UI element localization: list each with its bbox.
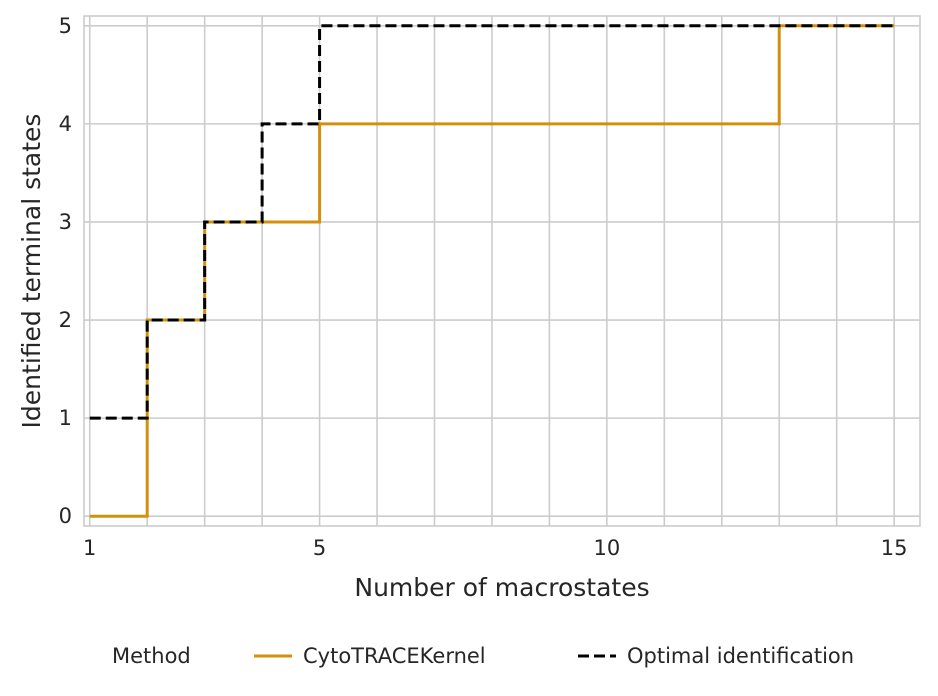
legend-title: Method [112, 644, 191, 668]
y-tick-label: 4 [59, 112, 72, 136]
plot-frame [83, 15, 921, 527]
legend: Method CytoTRACEKernel Optimal identific… [112, 644, 854, 668]
x-axis-label: Number of macrostates [354, 573, 649, 602]
x-tick-label: 10 [593, 536, 620, 560]
x-tick-label: 15 [881, 536, 908, 560]
y-tick-label: 5 [59, 14, 72, 38]
x-tick-labels: 1 5 10 15 [83, 536, 907, 560]
plot-background [84, 16, 920, 526]
series-lines [89, 24, 895, 518]
x-tick-label: 1 [83, 536, 96, 560]
y-tick-label: 2 [59, 308, 72, 332]
y-axis-label: Identified terminal states [17, 114, 46, 429]
y-tick-label: 1 [59, 406, 72, 430]
y-tick-label: 3 [59, 210, 72, 234]
x-tick-label: 5 [313, 536, 326, 560]
legend-label-optimal-identification: Optimal identification [627, 644, 854, 668]
y-tick-label: 0 [59, 504, 72, 528]
y-tick-labels: 0 1 2 3 4 5 [59, 14, 72, 528]
series-line-optimal-identification [89, 24, 895, 420]
legend-label-cytotracekernel: CytoTRACEKernel [303, 644, 486, 668]
